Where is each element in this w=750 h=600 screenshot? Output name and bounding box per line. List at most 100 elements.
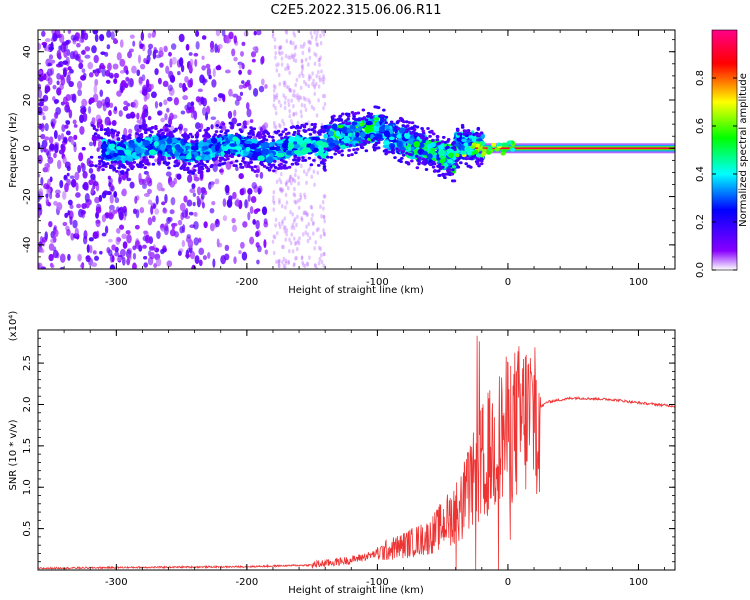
heatmap-cell [76,42,81,48]
heatmap-cell [473,150,479,155]
heatmap-cell [61,144,66,152]
heatmap-cell [410,159,414,163]
heatmap-cell [154,101,159,109]
heatmap-cell [128,133,132,137]
heatmap-cell [72,39,77,45]
heatmap-cell [91,262,98,268]
heatmap-cell [300,59,304,64]
heatmap-cell [78,39,85,44]
heatmap-cell [428,134,432,138]
heatmap-cell [450,142,455,146]
heatmap-cell [132,262,137,269]
heatmap-cell [303,79,306,85]
heatmap-cell [59,74,65,81]
heatmap-cell [116,206,120,212]
heatmap-cell [319,55,322,60]
heatmap-cell [161,201,166,206]
heatmap-cell [351,121,358,126]
heatmap-cell [281,130,285,134]
heatmap-cell [258,85,265,93]
heatmap-cell [145,78,150,89]
heatmap-cell [157,130,161,134]
heatmap-cell [300,163,303,169]
heatmap-cell [38,75,45,82]
heatmap-cell [284,160,288,164]
heatmap-cell [249,157,254,161]
heatmap-cell [45,193,49,198]
heatmap-cell [306,62,310,67]
heatmap-cell [282,256,286,262]
heatmap-cell [205,111,209,121]
heatmap-cell [187,174,193,183]
heatmap-cell [283,83,286,88]
heatmap-cell [48,243,55,251]
heatmap-cell [231,217,236,224]
heatmap-cell [292,192,296,197]
heatmap-cell [317,155,321,159]
heatmap-cell [228,31,234,40]
heatmap-cell [288,114,292,119]
heatmap-cell [284,30,288,34]
heatmap-cell [178,57,184,67]
heatmap-cell [127,51,132,59]
heatmap-cell [69,51,76,60]
heatmap-cell [157,161,161,165]
heatmap-cell [305,212,308,217]
heatmap-cell [195,30,200,37]
heatmap-cell [106,133,111,137]
heatmap-cell [283,100,287,105]
heatmap-cell [273,159,277,163]
heatmap-cell [185,43,190,51]
heatmap-cell [420,127,424,131]
heatmap-cell [280,187,284,192]
heatmap-cell [277,99,281,104]
heatmap-cell [58,45,62,51]
heatmap-cell [165,171,172,177]
heatmap-cell [100,143,109,148]
heatmap-cell [283,229,287,234]
heatmap-cell [288,87,292,93]
heatmap-cell [157,77,162,85]
heatmap-cell [211,200,216,206]
heatmap-cell [294,241,297,246]
heatmap-cell [136,112,140,120]
heatmap-cell [281,118,284,124]
heatmap-cell [235,146,243,151]
heatmap-cell [479,162,484,166]
heatmap-cell [126,156,134,160]
heatmap-cell [286,186,290,191]
heatmap-cell [365,114,370,118]
heatmap-cell [322,164,327,168]
heatmap-cell [285,182,288,187]
heatmap-cell [127,254,132,261]
heatmap-cell [297,181,300,186]
heatmap-cell [49,59,56,64]
heatmap-cell [200,192,205,200]
heatmap-cell [242,221,248,228]
heatmap-cell [348,144,353,148]
heatmap-cell [285,228,289,233]
heatmap-cell [437,173,441,177]
heatmap-cell [54,143,59,154]
heatmap-cell [275,140,284,144]
heatmap-cell [101,232,107,237]
heatmap-cell [360,143,364,147]
heatmap-cell [510,147,516,152]
heatmap-cell [42,115,46,121]
heatmap-cell [432,169,437,173]
heatmap-cell [282,225,286,230]
heatmap-cell [216,135,221,139]
heatmap-cell [109,102,114,109]
heatmap-cell [479,159,484,163]
heatmap-cell [312,231,315,236]
heatmap-cell [41,30,46,37]
heatmap-cell [82,100,88,106]
heatmap-cell [262,130,267,134]
heatmap-cell [207,251,211,259]
heatmap-cell [157,156,162,160]
heatmap-cell [53,130,58,140]
heatmap-cell [166,260,173,268]
heatmap-cell [285,84,289,90]
heatmap-cell [224,69,231,74]
heatmap-cell [285,179,289,184]
